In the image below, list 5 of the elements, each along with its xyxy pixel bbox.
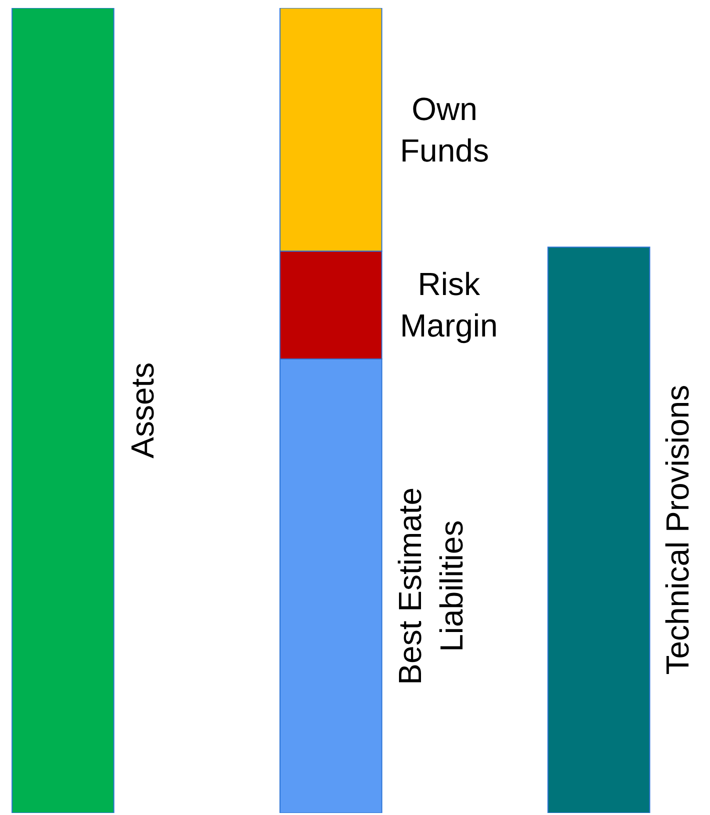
text: Assets — [124, 362, 160, 458]
text: Best Estimate Liabilities — [392, 487, 470, 685]
series-label: Risk Margin — [400, 266, 498, 344]
series-label: Own Funds — [400, 91, 489, 169]
text: Technical Provisions — [660, 384, 696, 675]
